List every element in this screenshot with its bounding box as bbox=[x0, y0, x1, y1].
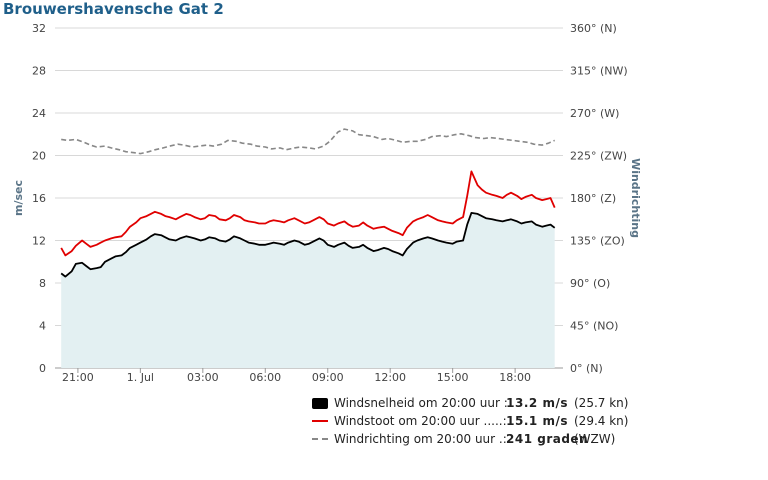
y-tick-label: 16 bbox=[32, 192, 46, 205]
series-line-windrichting bbox=[61, 128, 556, 155]
x-tick-label: 03:00 bbox=[187, 371, 219, 384]
legend-item-gust[interactable]: Windstoot om 20:00 uur .....: 15.1 m/s (… bbox=[312, 412, 628, 430]
legend-item-speed[interactable]: Windsnelheid om 20:00 uur : 13.2 m/s (25… bbox=[312, 394, 628, 412]
legend-value: 13.2 m/s bbox=[506, 396, 568, 410]
x-tick-label: 09:00 bbox=[312, 371, 344, 384]
y2-tick-label: 90° (O) bbox=[570, 277, 610, 290]
y2-tick-label: 135° (ZO) bbox=[570, 235, 625, 248]
legend-extra: (WZW) bbox=[574, 432, 616, 446]
y2-axis-title: Windrichting bbox=[629, 158, 642, 238]
y2-tick-label: 360° (N) bbox=[570, 22, 617, 35]
y2-tick-label: 180° (Z) bbox=[570, 192, 616, 205]
y2-tick-label: 270° (W) bbox=[570, 107, 619, 120]
y2-tick-label: 315° (NW) bbox=[570, 65, 628, 78]
legend-value: 15.1 m/s bbox=[506, 414, 568, 428]
y-tick-label: 32 bbox=[32, 22, 46, 35]
series-lines bbox=[60, 128, 556, 278]
series-area-windsnelheid bbox=[61, 212, 555, 368]
y-tick-label: 12 bbox=[32, 235, 46, 248]
speed-area bbox=[61, 212, 555, 368]
y-tick-label: 24 bbox=[32, 107, 46, 120]
legend-item-direction[interactable]: Windrichting om 20:00 uur .: 241 graden … bbox=[312, 430, 628, 448]
legend-label: Windsnelheid om 20:00 uur : bbox=[334, 396, 508, 410]
y-tick-label: 28 bbox=[32, 65, 46, 78]
chart-title: Brouwershavensche Gat 2 bbox=[3, 0, 224, 18]
axes: 0 4 8 12 16 20 24 28 32 0° (N) 45° (NO) 90° (O) 135°… bbox=[32, 22, 628, 384]
legend-label: Windstoot om 20:00 uur .....: bbox=[334, 414, 507, 428]
series-line-windstoot bbox=[60, 170, 556, 257]
y-tick-label: 8 bbox=[39, 277, 46, 290]
black-box-icon bbox=[312, 397, 328, 409]
y-tick-label: 0 bbox=[39, 362, 46, 375]
series-line-windsnelheid bbox=[60, 212, 556, 278]
y2-tick-label: 45° (NO) bbox=[570, 320, 618, 333]
legend: Windsnelheid om 20:00 uur : 13.2 m/s (25… bbox=[312, 394, 628, 448]
legend-extra: (29.4 kn) bbox=[574, 414, 629, 428]
red-line-icon bbox=[312, 420, 328, 422]
x-tick-label: 12:00 bbox=[374, 371, 406, 384]
y-tick-label: 20 bbox=[32, 150, 46, 163]
y-axis-title: m/sec bbox=[12, 180, 25, 216]
x-tick-label: 1. Jul bbox=[127, 371, 154, 384]
y2-tick-label: 225° (ZW) bbox=[570, 150, 627, 163]
x-tick-label: 15:00 bbox=[437, 371, 469, 384]
wind-chart: 0 4 8 12 16 20 24 28 32 0° (N) 45° (NO) 90° (O) 135°… bbox=[12, 22, 642, 384]
y2-tick-label: 0° (N) bbox=[570, 362, 603, 375]
x-tick-label: 06:00 bbox=[249, 371, 281, 384]
y-tick-label: 4 bbox=[39, 320, 46, 333]
dashed-line-icon bbox=[312, 438, 328, 440]
x-tick-label: 18:00 bbox=[499, 371, 531, 384]
legend-label: Windrichting om 20:00 uur .: bbox=[334, 432, 507, 446]
legend-value: 241 graden bbox=[506, 432, 589, 446]
x-tick-label: 21:00 bbox=[62, 371, 94, 384]
legend-extra: (25.7 kn) bbox=[574, 396, 629, 410]
